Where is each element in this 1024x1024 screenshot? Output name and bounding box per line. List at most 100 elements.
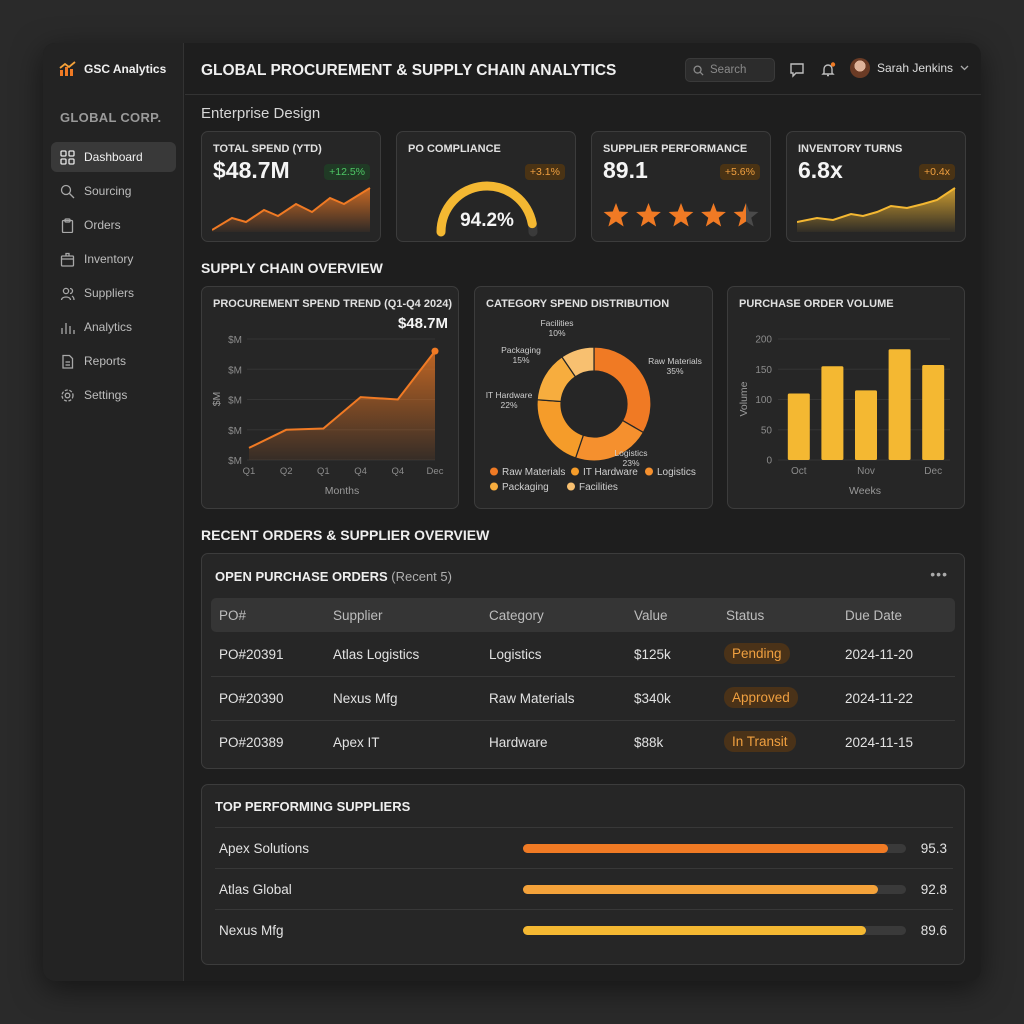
- sidebar-item-reports[interactable]: Reports: [51, 346, 176, 376]
- slice-value-label: 23%: [622, 458, 639, 468]
- search-icon: [693, 64, 704, 76]
- sidebar-item-settings[interactable]: Settings: [51, 380, 176, 410]
- x-tick-label: Dec: [427, 466, 444, 477]
- column-header[interactable]: Category: [489, 608, 544, 623]
- legend-swatch: [645, 467, 653, 476]
- sidebar-item-sourcing[interactable]: Sourcing: [51, 176, 176, 206]
- kpi-label: PO COMPLIANCE: [408, 143, 501, 155]
- kpi-card-po-compliance[interactable]: PO COMPLIANCE +3.1% 94.2%: [396, 131, 576, 242]
- supplier-score: 89.6: [920, 923, 947, 938]
- sidebar-item-orders[interactable]: Orders: [51, 210, 176, 240]
- table-title: OPEN PURCHASE ORDERS (Recent 5): [215, 569, 452, 584]
- sidebar-item-dashboard[interactable]: Dashboard: [51, 142, 176, 172]
- table-cell[interactable]: PO#20391: [219, 647, 284, 662]
- table-cell: Apex IT: [333, 735, 380, 750]
- kpi-card-total-spend[interactable]: TOTAL SPEND (YTD) $48.7M +12.5%: [201, 131, 381, 242]
- bar: [922, 365, 945, 460]
- document-icon: [62, 354, 74, 369]
- supplier-score: 92.8: [920, 882, 947, 897]
- supplier-row[interactable]: Atlas Global 92.8: [215, 868, 953, 909]
- x-tick-label: Dec: [924, 466, 942, 477]
- brand[interactable]: GSC Analytics: [59, 61, 166, 77]
- supplier-score: 95.3: [920, 841, 947, 856]
- kpi-label: TOTAL SPEND (YTD): [213, 143, 322, 155]
- supplier-row[interactable]: Nexus Mfg 89.6: [215, 909, 953, 950]
- category-spend-chart[interactable]: CATEGORY SPEND DISTRIBUTION Raw Material…: [474, 286, 713, 509]
- column-header[interactable]: Status: [726, 608, 765, 623]
- column-header[interactable]: Value: [634, 608, 668, 623]
- star-icon: [733, 203, 759, 227]
- kpi-card-inventory-turns[interactable]: INVENTORY TURNS 6.8x +0.4x: [786, 131, 966, 242]
- supplier-name: Apex Solutions: [219, 841, 310, 856]
- score-bar-track: [523, 885, 906, 894]
- y-tick-label: 50: [761, 425, 773, 436]
- x-tick-label: Q4: [354, 466, 367, 477]
- bell-icon[interactable]: [819, 61, 837, 79]
- status-badge: Pending: [724, 643, 790, 664]
- table-cell: Hardware: [489, 735, 548, 750]
- spend-trend-chart[interactable]: PROCUREMENT SPEND TREND (Q1-Q4 2024) $48…: [201, 286, 459, 509]
- bar: [855, 390, 877, 460]
- status-badge: In Transit: [724, 731, 796, 752]
- table-cell: Raw Materials: [489, 691, 575, 706]
- column-header[interactable]: Due Date: [845, 608, 903, 623]
- sidebar-item-suppliers[interactable]: Suppliers: [51, 278, 176, 308]
- po-volume-chart[interactable]: PURCHASE ORDER VOLUME 0 50 100 150 200 Oct Nov…: [727, 286, 965, 509]
- table-cell: $340k: [634, 691, 671, 706]
- sidebar-item-inventory[interactable]: Inventory: [51, 244, 176, 274]
- y-tick-label: $M: [228, 426, 242, 437]
- series-end-point: [431, 347, 439, 355]
- card-title: TOP PERFORMING SUPPLIERS: [215, 799, 411, 814]
- star-icon: [701, 203, 726, 227]
- search-input[interactable]: Search: [685, 58, 775, 82]
- brand-name: GSC Analytics: [84, 62, 167, 76]
- table-row[interactable]: PO#20391 Atlas Logistics Logistics $125k Pen…: [211, 633, 955, 677]
- slice-value-label: 22%: [500, 400, 517, 410]
- table-cell: Nexus Mfg: [333, 691, 398, 706]
- box-icon: [60, 252, 75, 267]
- supplier-name: Atlas Global: [219, 882, 292, 897]
- series-line: [248, 350, 436, 449]
- inventory-sparkline: [797, 187, 956, 232]
- column-header[interactable]: Supplier: [333, 608, 383, 623]
- more-options-icon[interactable]: •••: [930, 566, 948, 582]
- score-bar-track: [523, 844, 906, 853]
- legend-swatch: [490, 482, 498, 491]
- table-title-text: OPEN PURCHASE ORDERS: [215, 569, 388, 584]
- table-cell: $88k: [634, 735, 664, 750]
- y-tick-label: $M: [228, 456, 242, 467]
- slice-label: Facilities: [540, 318, 573, 328]
- y-tick-label: 100: [755, 395, 772, 406]
- supplier-row[interactable]: Apex Solutions 95.3: [215, 827, 953, 868]
- slice-label: Logistics: [614, 448, 647, 458]
- x-tick-label: Q4: [391, 466, 404, 477]
- kpi-delta-badge: +5.6%: [719, 164, 760, 180]
- table-row[interactable]: PO#20389 Apex IT Hardware $88k In Transit 202…: [211, 721, 955, 765]
- avatar: [850, 58, 870, 78]
- y-axis-label: $M: [211, 392, 223, 407]
- kpi-delta-badge: +3.1%: [524, 164, 565, 180]
- table-row[interactable]: PO#20390 Nexus Mfg Raw Materials $340k Appro…: [211, 677, 955, 721]
- table-cell: 2024-11-15: [845, 735, 914, 750]
- table-cell[interactable]: PO#20390: [219, 691, 284, 706]
- bar-chart-plot: 0 50 100 150 200 Oct Nov Dec Weeks Volume: [738, 335, 950, 497]
- bar: [821, 366, 844, 460]
- sidebar-item-label: Sourcing: [84, 184, 132, 198]
- column-header[interactable]: PO#: [219, 608, 247, 623]
- chart-title: CATEGORY SPEND DISTRIBUTION: [486, 298, 670, 310]
- message-icon[interactable]: [788, 61, 806, 79]
- app-window: GSC Analytics GLOBAL CORP. Dashboard Sour…: [43, 43, 981, 981]
- table-cell[interactable]: PO#20389: [219, 735, 284, 750]
- kpi-card-supplier-performance[interactable]: SUPPLIER PERFORMANCE 89.1 +5.6%: [591, 131, 771, 242]
- sidebar-item-analytics[interactable]: Analytics: [51, 312, 176, 342]
- legend-label: Facilities: [579, 482, 618, 493]
- legend-label: Logistics: [657, 467, 696, 478]
- y-tick-label: $M: [228, 365, 242, 376]
- user-menu[interactable]: Sarah Jenkins: [850, 58, 969, 78]
- section-title-overview: SUPPLY CHAIN OVERVIEW: [201, 260, 383, 276]
- clipboard-icon: [61, 217, 74, 233]
- x-axis-label: Months: [325, 485, 359, 497]
- x-tick-label: Nov: [857, 466, 875, 477]
- sidebar-item-label: Suppliers: [84, 286, 135, 300]
